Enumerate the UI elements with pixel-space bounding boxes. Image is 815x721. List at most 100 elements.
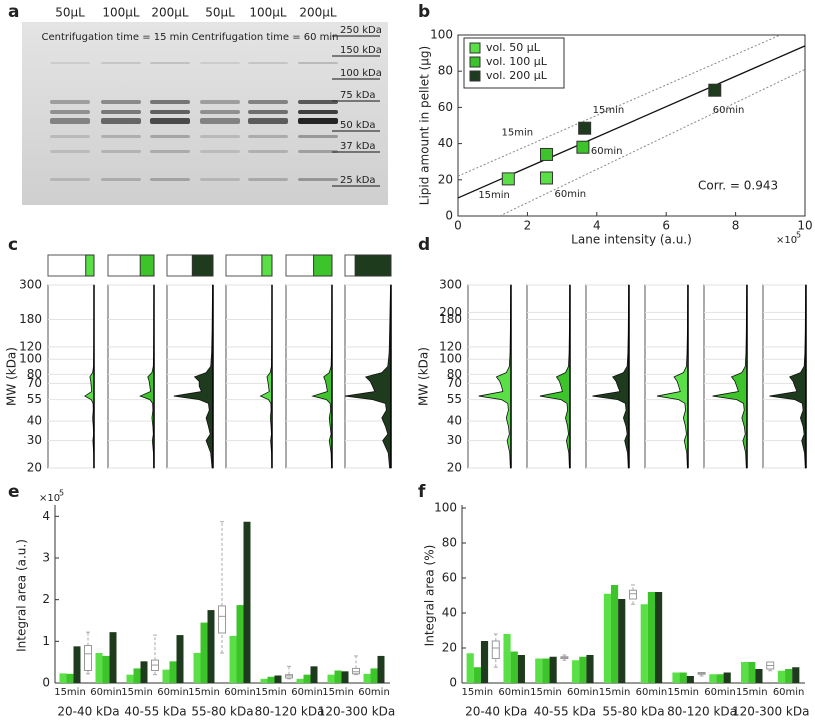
gel-band <box>50 150 90 153</box>
y-tick-label: 300 <box>19 278 42 292</box>
marker-label: 50 kDa <box>340 120 376 131</box>
amount-bar <box>139 254 155 277</box>
marker-label: 250 kDa <box>340 25 382 36</box>
y-multiplier: ×10 <box>39 493 60 504</box>
y-tick-label: 0 <box>445 209 453 223</box>
bar <box>334 670 342 683</box>
bar <box>260 678 268 683</box>
bar <box>647 592 656 683</box>
data-point <box>708 83 722 97</box>
bar <box>310 666 318 683</box>
bar <box>193 653 201 683</box>
sub-label: 15min <box>54 687 86 698</box>
bar <box>723 672 731 683</box>
y-tick-label: 180 <box>439 312 462 326</box>
y-tick-label: 60 <box>438 100 453 114</box>
bar <box>267 676 275 683</box>
x-tick-label: 80-120 kDa <box>255 705 325 719</box>
bar <box>655 592 663 683</box>
y-tick-label: 20 <box>447 461 462 475</box>
box-body <box>628 589 637 600</box>
bar <box>785 669 793 683</box>
legend-swatch <box>469 42 481 54</box>
marker-label: 75 kDa <box>340 90 376 101</box>
gel-band <box>298 110 338 114</box>
gel-band <box>248 150 288 153</box>
bar <box>162 669 170 683</box>
bar <box>236 605 244 683</box>
bar <box>303 674 311 683</box>
y-tick-label: 55 <box>27 392 42 406</box>
point-label: 60min <box>591 146 623 157</box>
bar <box>586 655 594 683</box>
gel-band <box>200 100 240 104</box>
profile-area <box>478 284 512 469</box>
profile-frame <box>107 284 155 469</box>
bar <box>169 661 177 683</box>
y-tick-label: 80 <box>27 367 42 381</box>
bar <box>133 668 141 683</box>
sub-label: 15min <box>736 687 768 698</box>
gel-band <box>50 110 90 114</box>
y-tick-label: 30 <box>27 433 42 447</box>
y-tick-label: 300 <box>439 278 462 292</box>
sub-label: 60min <box>773 687 805 698</box>
y-tick-label: 0 <box>42 676 50 690</box>
bar <box>748 662 756 683</box>
gel-band <box>200 178 240 181</box>
gel-band <box>50 118 90 124</box>
bar <box>229 635 237 683</box>
y-tick-label: 70 <box>27 376 42 390</box>
profile-area <box>592 284 630 469</box>
gel-band <box>248 118 288 124</box>
y-tick-label: 80 <box>442 536 457 550</box>
gel-band <box>200 118 240 124</box>
profile-area <box>173 284 214 469</box>
panel-label: e <box>8 482 20 502</box>
bar <box>517 655 525 683</box>
marker-band <box>332 185 380 187</box>
legend-box <box>463 37 565 89</box>
bar <box>207 610 215 683</box>
amount-bar <box>191 254 214 277</box>
gel-band <box>101 150 141 153</box>
y-tick-label: 1 <box>42 634 50 648</box>
x-tick-label: 0 <box>454 219 462 233</box>
x-tick-label: 8 <box>732 219 740 233</box>
bar <box>640 604 648 683</box>
gel-band <box>101 100 141 104</box>
panel-label: d <box>418 235 430 255</box>
bar <box>243 521 251 683</box>
profile-frame <box>47 284 95 469</box>
box-body <box>84 645 92 671</box>
panel-label: a <box>8 2 19 22</box>
amount-bar <box>85 254 95 277</box>
bar <box>296 678 304 683</box>
gel-band <box>150 150 190 153</box>
bar <box>741 662 749 683</box>
point-label: 60min <box>554 189 586 200</box>
bar <box>370 668 378 683</box>
marker-band <box>332 78 380 80</box>
x-tick-label: 120-300 kDa <box>318 705 396 719</box>
box-body <box>218 605 226 634</box>
y-tick-label: 3 <box>42 551 50 565</box>
point-label: 15min <box>478 190 510 201</box>
lane-label: 100μL <box>249 6 287 20</box>
gel-band <box>298 118 338 124</box>
sub-label: 60min <box>358 687 390 698</box>
y-multiplier-exp: 5 <box>59 489 64 498</box>
bar <box>672 672 680 683</box>
y-tick-label: 80 <box>438 64 453 78</box>
y-axis-label: Integral area (a.u.) <box>15 539 29 652</box>
bar <box>377 655 385 683</box>
y-tick-label: 40 <box>27 414 42 428</box>
y-tick-label: 180 <box>19 312 42 326</box>
gel-band <box>150 118 190 124</box>
gel-band <box>248 62 288 64</box>
gel-time: Centrifugation time = 15 min <box>41 32 188 43</box>
bar <box>679 672 687 683</box>
bar <box>542 658 550 683</box>
gel-band <box>101 110 141 114</box>
x-axis-label: Lane intensity (a.u.) <box>571 233 692 247</box>
